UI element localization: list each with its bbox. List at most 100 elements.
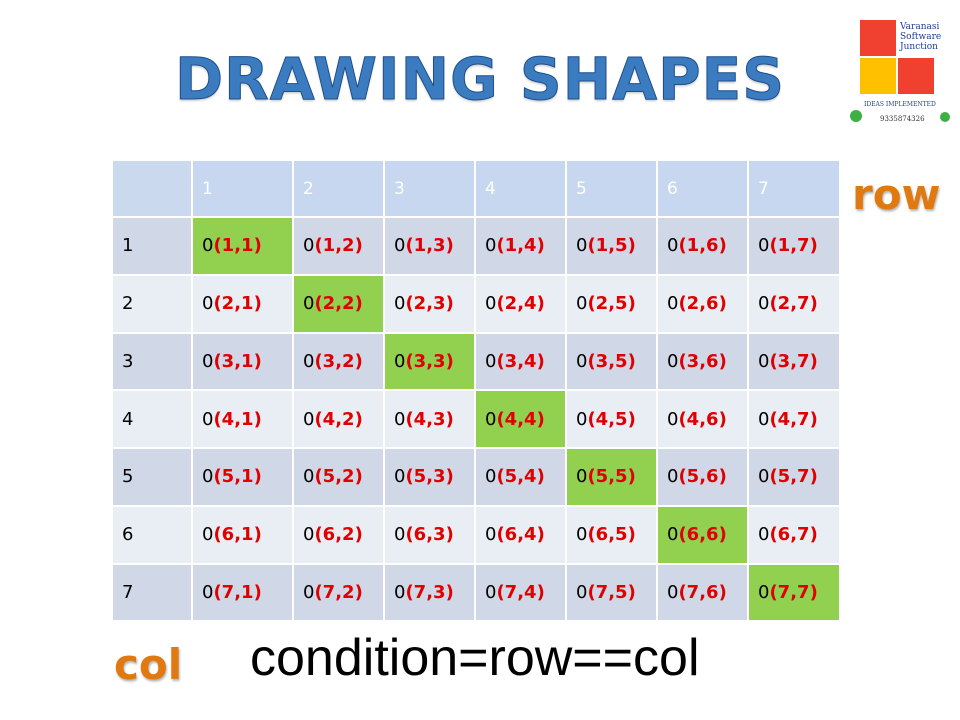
table-cell: 0 (7,3) <box>384 563 475 622</box>
table-cell: 0 (2,5) <box>566 274 657 333</box>
cell-zero: 0 <box>394 524 406 546</box>
cell-zero: 0 <box>303 524 315 546</box>
table-cell: 0 (3,7) <box>748 332 840 391</box>
cell-zero: 0 <box>202 235 214 257</box>
row-header: 3 <box>112 332 192 391</box>
row-header: 1 <box>112 217 192 275</box>
logo-company: Varanasi Software Junction <box>900 22 941 52</box>
cell-zero: 0 <box>667 293 679 315</box>
cell-zero: 0 <box>576 293 588 315</box>
table-cell: 0 (5,1) <box>192 448 293 506</box>
cell-position: (5,1) <box>213 466 262 488</box>
cell-position: (7,7) <box>769 581 818 603</box>
cell-position: (4,4) <box>496 408 545 430</box>
cell-position: (2,5) <box>587 293 636 315</box>
cell-position: (4,6) <box>678 408 727 430</box>
cell-zero: 0 <box>758 466 770 488</box>
cell-position: (3,5) <box>587 350 636 372</box>
table-cell: 0 (7,1) <box>192 563 293 622</box>
cell-position: (1,4) <box>496 235 545 257</box>
table-cell: 0 (4,3) <box>384 390 475 448</box>
cell-zero: 0 <box>758 524 770 546</box>
cell-zero: 0 <box>202 350 214 372</box>
cell-zero: 0 <box>758 235 770 257</box>
table-cell: 0 (3,3) <box>384 332 475 391</box>
cell-zero: 0 <box>485 581 497 603</box>
cell-position: (4,3) <box>405 408 454 430</box>
table-cell: 0 (6,7) <box>748 505 840 564</box>
table-cell: 0 (3,1) <box>192 332 293 391</box>
cell-zero: 0 <box>202 524 214 546</box>
phone-icon <box>850 110 862 122</box>
cell-zero: 0 <box>303 350 315 372</box>
cell-position: (3,6) <box>678 350 727 372</box>
table-cell: 0 (6,5) <box>566 505 657 564</box>
cell-position: (6,7) <box>769 524 818 546</box>
table-cell: 0 (5,7) <box>748 448 840 506</box>
cell-zero: 0 <box>394 408 406 430</box>
col-label: col <box>114 640 183 689</box>
table-cell: 0 (4,5) <box>566 390 657 448</box>
cell-zero: 0 <box>485 293 497 315</box>
table-cell: 0 (7,4) <box>475 563 566 622</box>
table-cell: 0 (7,6) <box>657 563 748 622</box>
table-cell: 0 (7,7) <box>748 563 840 622</box>
table-cell: 0 (1,1) <box>192 217 293 275</box>
cell-position: (3,2) <box>314 350 363 372</box>
cell-position: (5,3) <box>405 466 454 488</box>
cell-position: (4,2) <box>314 408 363 430</box>
row-header: 5 <box>112 448 192 506</box>
cell-zero: 0 <box>394 293 406 315</box>
table-cell: 0 (5,3) <box>384 448 475 506</box>
table-cell: 0 (5,5) <box>566 448 657 506</box>
table-cell: 0 (4,7) <box>748 390 840 448</box>
table-cell: 0 (1,7) <box>748 217 840 275</box>
cell-position: (3,4) <box>496 350 545 372</box>
logo-square <box>860 58 896 94</box>
cell-zero: 0 <box>202 293 214 315</box>
cell-position: (2,7) <box>769 293 818 315</box>
logo: Varanasi Software Junction IDEAS IMPLEME… <box>850 18 950 138</box>
table-cell: 0 (3,4) <box>475 332 566 391</box>
cell-position: (2,4) <box>496 293 545 315</box>
row-header: 6 <box>112 505 192 564</box>
cell-zero: 0 <box>667 581 679 603</box>
cell-zero: 0 <box>758 581 770 603</box>
logo-line: Junction <box>900 42 938 52</box>
table-cell: 0 (3,6) <box>657 332 748 391</box>
cell-position: (4,7) <box>769 408 818 430</box>
row-label: row <box>852 170 941 219</box>
logo-tagline: IDEAS IMPLEMENTED <box>864 101 936 108</box>
cell-zero: 0 <box>303 293 315 315</box>
cell-position: (7,6) <box>678 581 727 603</box>
logo-phone: 9335874326 <box>880 115 925 123</box>
table-cell: 0 (2,7) <box>748 274 840 333</box>
cell-position: (2,6) <box>678 293 727 315</box>
cell-zero: 0 <box>576 466 588 488</box>
cell-position: (6,2) <box>314 524 363 546</box>
table-cell: 0 (4,4) <box>475 390 566 448</box>
corner-cell <box>112 160 192 217</box>
cell-position: (5,6) <box>678 466 727 488</box>
table-cell: 0 (3,5) <box>566 332 657 391</box>
cell-position: (1,7) <box>769 235 818 257</box>
cell-zero: 0 <box>485 408 497 430</box>
cell-zero: 0 <box>202 581 214 603</box>
table-cell: 0 (2,1) <box>192 274 293 333</box>
table-cell: 0 (6,2) <box>293 505 384 564</box>
cell-position: (7,2) <box>314 581 363 603</box>
cell-zero: 0 <box>576 235 588 257</box>
cell-zero: 0 <box>576 408 588 430</box>
logo-line: Varanasi <box>900 22 940 32</box>
column-header: 4 <box>475 160 566 217</box>
cell-position: (1,1) <box>213 235 262 257</box>
table-cell: 0 (1,3) <box>384 217 475 275</box>
cell-position: (7,5) <box>587 581 636 603</box>
cell-position: (6,6) <box>678 524 727 546</box>
table-cell: 0 (5,4) <box>475 448 566 506</box>
cell-zero: 0 <box>485 466 497 488</box>
cell-zero: 0 <box>667 350 679 372</box>
cell-zero: 0 <box>394 235 406 257</box>
cell-position: (7,3) <box>405 581 454 603</box>
